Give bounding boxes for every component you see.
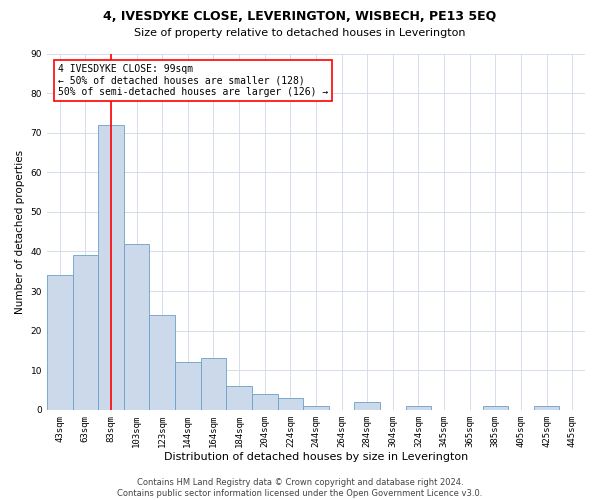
X-axis label: Distribution of detached houses by size in Leverington: Distribution of detached houses by size …: [164, 452, 468, 462]
Text: 4, IVESDYKE CLOSE, LEVERINGTON, WISBECH, PE13 5EQ: 4, IVESDYKE CLOSE, LEVERINGTON, WISBECH,…: [103, 10, 497, 23]
Bar: [98, 125, 124, 410]
Bar: [482, 406, 508, 410]
Bar: [534, 406, 559, 410]
Bar: [278, 398, 303, 410]
Bar: [73, 256, 98, 410]
Bar: [149, 315, 175, 410]
Y-axis label: Number of detached properties: Number of detached properties: [15, 150, 25, 314]
Bar: [303, 406, 329, 410]
Bar: [406, 406, 431, 410]
Bar: [175, 362, 200, 410]
Text: Size of property relative to detached houses in Leverington: Size of property relative to detached ho…: [134, 28, 466, 38]
Bar: [252, 394, 278, 410]
Text: 4 IVESDYKE CLOSE: 99sqm
← 50% of detached houses are smaller (128)
50% of semi-d: 4 IVESDYKE CLOSE: 99sqm ← 50% of detache…: [58, 64, 328, 98]
Bar: [355, 402, 380, 410]
Bar: [226, 386, 252, 410]
Bar: [124, 244, 149, 410]
Bar: [200, 358, 226, 410]
Text: Contains HM Land Registry data © Crown copyright and database right 2024.
Contai: Contains HM Land Registry data © Crown c…: [118, 478, 482, 498]
Bar: [47, 275, 73, 410]
